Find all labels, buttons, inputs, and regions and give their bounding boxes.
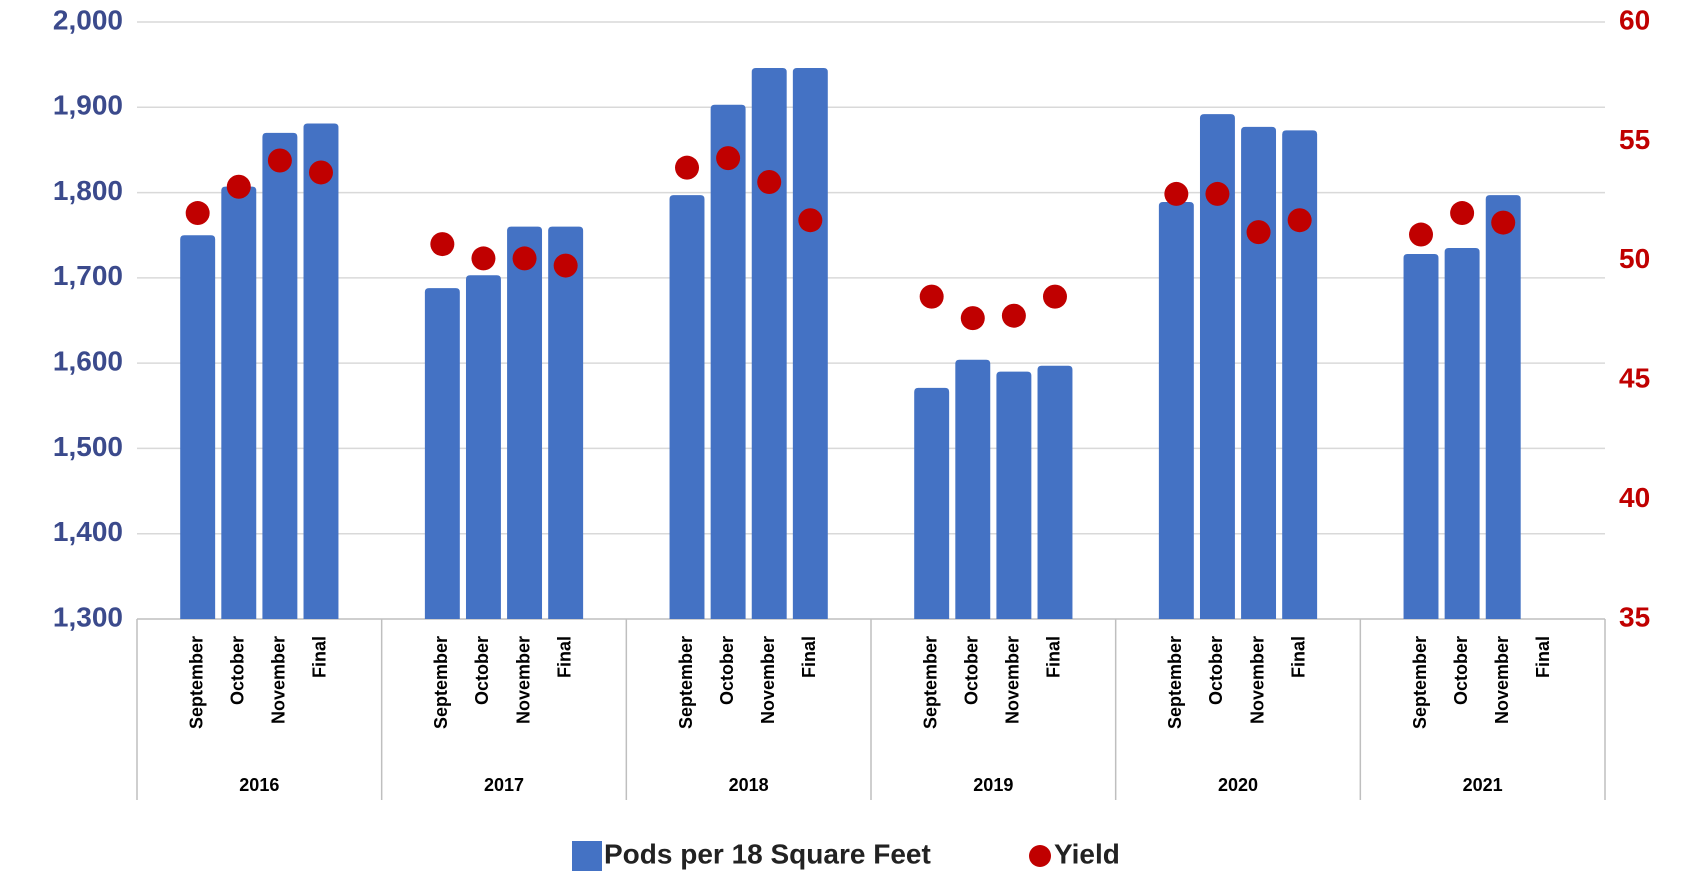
bar	[180, 235, 216, 619]
bar	[221, 186, 257, 619]
x-tick-label: September	[1165, 636, 1185, 729]
bar	[1282, 130, 1318, 619]
bar	[955, 359, 991, 619]
y2-tick-label: 45	[1619, 363, 1650, 394]
group-label: 2021	[1463, 775, 1503, 795]
yield-dot	[267, 148, 292, 173]
x-tick-label: Final	[1288, 636, 1308, 678]
y2-tick-label: 60	[1619, 4, 1650, 35]
x-tick-label: Final	[310, 636, 330, 678]
yield-dot	[553, 253, 578, 278]
yield-dot	[675, 155, 700, 180]
bar	[262, 132, 298, 619]
bar	[996, 371, 1032, 619]
bar	[1485, 195, 1521, 619]
yield-dot	[512, 246, 537, 271]
x-tick-label: October	[1206, 636, 1226, 705]
bar	[1158, 201, 1194, 619]
group-label: 2020	[1218, 775, 1258, 795]
yield-dot	[757, 169, 782, 194]
bar	[507, 226, 543, 619]
yield-dot	[1491, 210, 1516, 235]
x-tick-label: September	[920, 636, 940, 729]
y-tick-label: 1,900	[53, 90, 123, 121]
yield-dot	[1042, 284, 1067, 309]
y2-tick-label: 40	[1619, 482, 1650, 513]
x-tick-label: November	[1003, 636, 1023, 724]
y-tick-label: 2,000	[53, 4, 123, 35]
bar	[914, 387, 950, 619]
bar	[1241, 126, 1277, 619]
yield-dot	[1164, 181, 1189, 206]
x-tick-label: November	[1247, 636, 1267, 724]
yield-dot	[471, 246, 496, 271]
yield-dot	[308, 160, 333, 185]
yield-dot	[960, 306, 985, 331]
x-tick-label: Final	[1044, 636, 1064, 678]
y2-tick-label: 55	[1619, 124, 1650, 155]
yield-dot	[1287, 208, 1312, 233]
x-tick-label: Final	[1533, 636, 1553, 678]
bar	[1403, 253, 1439, 619]
yield-dot	[430, 232, 455, 257]
x-tick-label: October	[717, 636, 737, 705]
bar	[1037, 365, 1073, 619]
bar	[710, 104, 746, 619]
bar	[751, 68, 787, 620]
y-tick-label: 1,600	[53, 346, 123, 377]
x-tick-label: September	[1410, 636, 1430, 729]
legend-label: Yield	[1054, 838, 1120, 869]
yield-dot	[1450, 201, 1475, 226]
yield-dot	[1246, 220, 1271, 245]
group-label: 2016	[239, 775, 279, 795]
y-tick-label: 1,500	[53, 431, 123, 462]
group-label: 2019	[973, 775, 1013, 795]
yield-dot	[919, 284, 944, 309]
yield-dot	[185, 201, 210, 226]
bar	[1199, 114, 1235, 619]
group-label: 2017	[484, 775, 524, 795]
x-tick-label: October	[228, 636, 248, 705]
x-tick-label: October	[472, 636, 492, 705]
yield-dot	[1409, 222, 1434, 247]
bar	[792, 68, 828, 620]
x-tick-label: October	[962, 636, 982, 705]
y-tick-label: 1,300	[53, 601, 123, 632]
legend-label: Pods per 18 Square Feet	[604, 838, 931, 869]
x-tick-label: Final	[799, 636, 819, 678]
y2-tick-label: 35	[1619, 601, 1650, 632]
group-label: 2018	[729, 775, 769, 795]
yield-dot	[1205, 181, 1230, 206]
yield-dot	[716, 146, 741, 171]
yield-dot	[1001, 303, 1026, 328]
x-tick-label: September	[431, 636, 451, 729]
x-tick-label: September	[676, 636, 696, 729]
y2-tick-label: 50	[1619, 243, 1650, 274]
bar	[669, 195, 705, 619]
bar	[303, 123, 339, 620]
yield-dot	[226, 174, 251, 199]
bar	[548, 226, 584, 619]
x-tick-label: November	[758, 636, 778, 724]
x-tick-label: Final	[554, 636, 574, 678]
bar	[424, 288, 460, 619]
x-tick-label: October	[1451, 636, 1471, 705]
yield-dot	[798, 208, 823, 233]
x-tick-label: November	[269, 636, 289, 724]
bar	[1444, 248, 1480, 619]
y-tick-label: 1,700	[53, 260, 123, 291]
x-tick-label: November	[1492, 636, 1512, 724]
y-tick-label: 1,800	[53, 175, 123, 206]
legend-swatch	[572, 841, 602, 871]
legend-swatch	[1029, 845, 1051, 867]
x-tick-label: November	[513, 636, 533, 724]
x-tick-label: September	[186, 636, 206, 729]
y-tick-label: 1,400	[53, 516, 123, 547]
bar	[465, 275, 501, 619]
